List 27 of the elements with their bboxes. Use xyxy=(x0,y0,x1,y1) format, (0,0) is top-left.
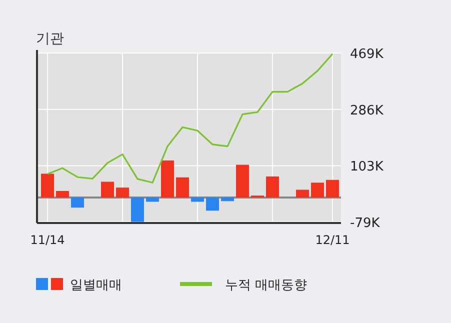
bar xyxy=(146,197,159,202)
y-tick-label: -79K xyxy=(350,216,380,231)
y-tick-label: 469K xyxy=(350,47,384,62)
bar xyxy=(176,177,189,198)
bar xyxy=(326,180,339,198)
x-tick-label: 11/14 xyxy=(30,233,65,247)
legend-label: 누적 매매동향 xyxy=(225,278,308,293)
bar xyxy=(221,197,234,202)
bar xyxy=(161,160,174,198)
bar xyxy=(206,197,219,211)
legend-label: 일별매매 xyxy=(70,278,122,293)
bar xyxy=(101,182,114,198)
legend-일별매매: 일별매매 xyxy=(36,278,122,293)
bar xyxy=(131,197,144,222)
bar xyxy=(71,197,84,208)
bar xyxy=(56,190,69,198)
y-tick-label: 103K xyxy=(350,160,384,175)
bar xyxy=(311,182,324,198)
x-tick-label: 12/11 xyxy=(315,233,350,247)
chart-title: 기관 xyxy=(36,31,64,47)
bar xyxy=(116,188,129,198)
bar xyxy=(236,164,249,198)
bar xyxy=(266,176,279,198)
bar xyxy=(191,197,204,202)
y-tick-label: 286K xyxy=(350,103,384,118)
bar xyxy=(296,190,309,198)
bar xyxy=(41,174,54,198)
